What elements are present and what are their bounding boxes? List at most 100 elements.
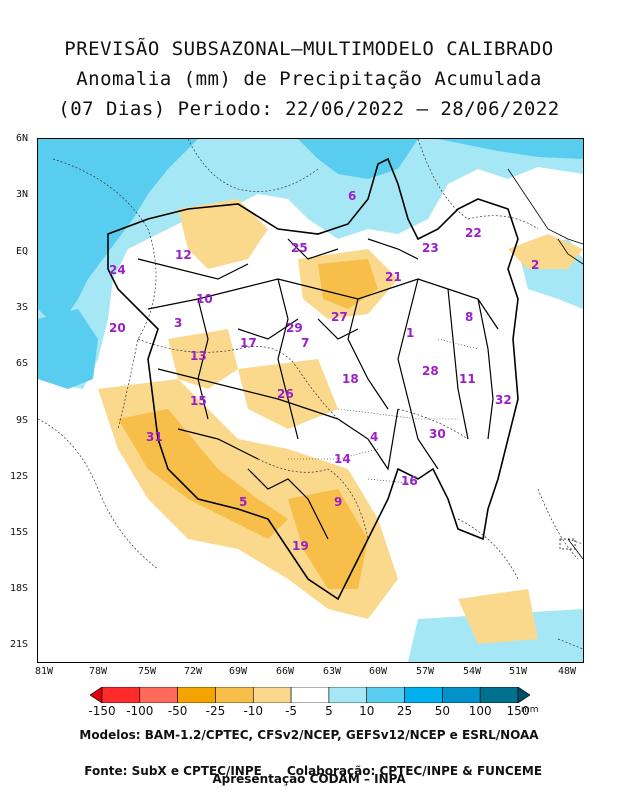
legend-value-label: 50: [434, 704, 450, 718]
region-label: 23: [422, 241, 439, 255]
negative-anomaly-1: [178, 199, 268, 269]
region-label: 13: [190, 349, 207, 363]
x-tick-label: 51W: [508, 666, 528, 677]
legend-swatch: [366, 687, 405, 703]
legend-unit: mm: [521, 705, 539, 715]
x-tick-label: 63W: [322, 666, 342, 677]
legend-swatch: [328, 687, 368, 703]
legend-swatch: [101, 687, 141, 703]
color-legend: [90, 687, 530, 703]
x-tick-label: 54W: [462, 666, 482, 677]
region-label: 4: [370, 430, 379, 444]
basin-outlines: [107, 157, 519, 601]
legend-swatch: [90, 687, 103, 703]
title-line-3: (07 Dias) Periodo: 22/06/2022 – 28/06/20…: [58, 98, 560, 120]
legend-swatch: [290, 687, 330, 703]
region-label: 6: [348, 189, 357, 203]
region-label: 28: [422, 364, 439, 378]
legend-value-label: -100: [126, 704, 154, 718]
small-box: [559, 538, 576, 550]
x-tick-label: 75W: [137, 666, 157, 677]
legend-swatch: [177, 687, 216, 703]
region-label: 14: [334, 452, 351, 466]
negative-anomaly-9: [508, 234, 583, 269]
region-label: 24: [109, 263, 126, 277]
region-label: 15: [190, 394, 207, 408]
negative-anomaly-5: [118, 409, 288, 539]
positive-anomaly-core-1: [298, 139, 418, 179]
legend-value-label: 100: [468, 704, 492, 718]
x-tick-label: 57W: [415, 666, 435, 677]
region-label: 16: [401, 474, 418, 488]
footer-collab-text: Colaboração: CPTEC/INPE & FUNCEME: [286, 764, 543, 778]
x-tick-label: 48W: [557, 666, 577, 677]
legend-swatch: [517, 687, 530, 703]
region-label: 25: [291, 241, 308, 255]
region-label: 2: [531, 258, 540, 272]
y-tick-label: 15S: [9, 527, 28, 538]
region-label: 21: [385, 270, 402, 284]
basin-divisions: [137, 238, 499, 540]
region-label: 1: [406, 326, 415, 340]
y-tick-label: 3S: [15, 302, 28, 313]
map-panel: [37, 138, 584, 663]
map-svg: [38, 139, 583, 662]
y-tick-label: 12S: [9, 471, 28, 482]
footer-models: Modelos: BAM-1.2/CPTEC, CFSv2/NCEP, GEFS…: [79, 728, 539, 742]
x-tick-label: 66W: [275, 666, 295, 677]
x-tick-label: 72W: [183, 666, 203, 677]
legend-swatch: [215, 687, 254, 703]
region-label: 9: [334, 495, 343, 509]
y-tick-label: 6N: [15, 133, 28, 144]
region-label: 3: [174, 316, 183, 330]
positive-anomaly-north: [38, 139, 583, 389]
positive-anomaly-north-strong: [38, 139, 198, 324]
legend-swatch: [404, 687, 443, 703]
region-label: 26: [277, 387, 294, 401]
legend-swatch: [252, 687, 292, 703]
region-label: 8: [465, 310, 474, 324]
region-label: 32: [495, 393, 512, 407]
region-label: 19: [292, 539, 309, 553]
positive-anomaly-west: [38, 309, 98, 389]
y-tick-label: 9S: [15, 415, 28, 426]
region-label: 31: [146, 430, 163, 444]
x-tick-label: 69W: [228, 666, 248, 677]
positive-anomaly-core-2: [438, 139, 583, 159]
region-label: 18: [342, 372, 359, 386]
region-label: 30: [429, 427, 446, 441]
region-label: 12: [175, 248, 192, 262]
legend-value-label: 10: [359, 704, 375, 718]
negative-anomaly-10: [458, 589, 538, 644]
x-tick-label: 78W: [88, 666, 108, 677]
title-line-2: Anomalia (mm) de Precipitação Acumulada: [76, 68, 542, 90]
legend-value-label: 5: [325, 704, 333, 718]
legend-value-label: -50: [167, 704, 188, 718]
title-line-1: PREVISÃO SUBSAZONAL–MULTIMODELO CALIBRAD…: [64, 38, 554, 60]
y-tick-label: 21S: [9, 639, 28, 650]
footer-source: Fonte: SubX e CPTEC/INPE Colaboração: CP…: [0, 750, 618, 778]
y-tick-label: 3N: [15, 189, 28, 200]
negative-anomaly-3: [318, 259, 378, 309]
legend-value-label: 150: [506, 704, 530, 718]
legend-swatch: [139, 687, 178, 703]
y-tick-label: 18S: [9, 583, 28, 594]
y-tick-label: 6S: [15, 358, 28, 369]
footer-presentation: Apresentação CODAM – INPA: [212, 772, 406, 786]
country-borders: [38, 139, 583, 650]
region-label: 11: [459, 372, 476, 386]
legend-value-label: -150: [88, 704, 116, 718]
region-label: 10: [196, 292, 213, 306]
region-label: 17: [240, 336, 257, 350]
region-label: 29: [286, 321, 303, 335]
state-borders: [288, 338, 479, 485]
region-label: 22: [465, 226, 482, 240]
coastline: [507, 168, 583, 560]
legend-value-label: -25: [205, 704, 226, 718]
x-tick-label: 81W: [34, 666, 54, 677]
region-label: 5: [239, 495, 248, 509]
region-label: 20: [109, 321, 126, 335]
legend-value-label: 25: [396, 704, 413, 718]
region-label: 7: [301, 336, 310, 350]
x-tick-label: 60W: [368, 666, 388, 677]
